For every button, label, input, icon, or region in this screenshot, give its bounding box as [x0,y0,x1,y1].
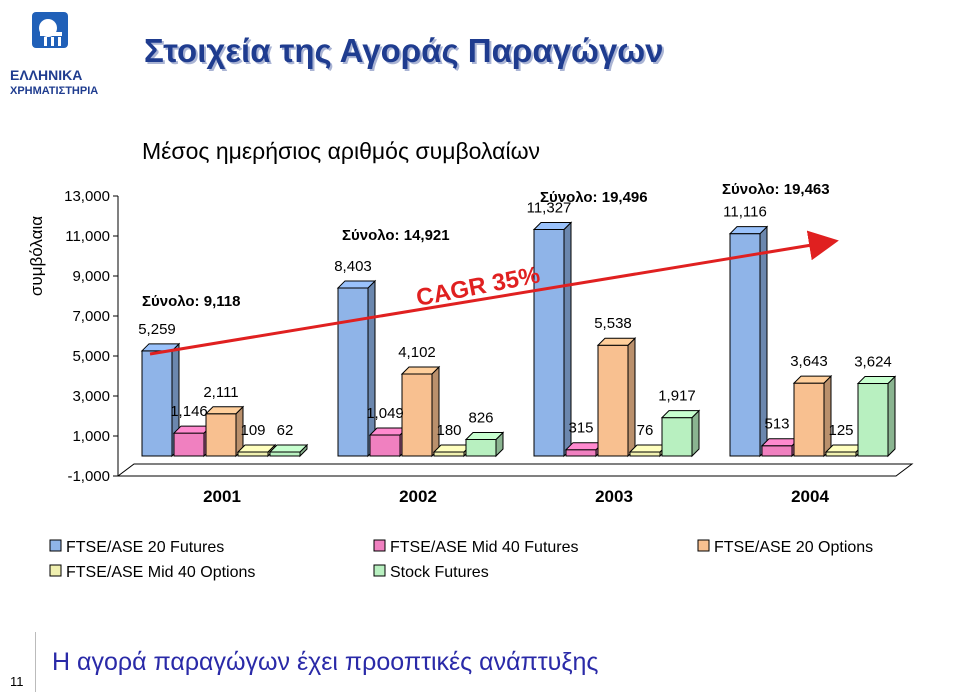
bar-value-label: 180 [436,422,461,439]
page-title: Στοιχεία της Αγοράς Παραγώγων [144,32,664,69]
bar-value-label: 4,102 [398,344,436,361]
category-label: 2002 [399,487,437,506]
bar-value-label: 3,643 [790,353,828,370]
bar [824,443,865,458]
legend-item: FTSE/ASE Mid 40 Options [49,564,255,581]
trend-arrow [149,230,839,356]
y-axis-label: συμβόλαια [27,216,46,296]
y-tick-label: 3,000 [72,388,110,405]
y-tick-label: 5,000 [72,348,110,365]
y-tick-label: 13,000 [64,188,110,205]
category-label: 2003 [595,487,633,506]
bar [268,443,309,458]
y-tick-label: 11,000 [65,228,110,245]
bar [596,337,637,458]
bar [728,225,769,458]
bar-value-label: 62 [277,422,294,439]
bar-value-label: 11,327 [527,199,572,216]
y-tick-label: -1,000 [67,468,110,485]
bar [628,443,669,458]
legend-swatch [49,564,62,577]
bar-value-label: 5,259 [138,321,176,338]
bar-value-label: 513 [764,416,789,433]
bar [140,342,181,458]
bar-value-label: 125 [828,422,853,439]
bar [760,437,801,458]
bar [432,443,473,458]
bar [532,221,573,458]
legend-swatch [373,564,386,577]
legend-swatch [697,539,710,552]
bar-value-label: 1,049 [366,405,404,422]
slide-number: 11 [10,674,24,689]
y-tick-label: 1,000 [72,428,110,445]
legend-label: FTSE/ASE 20 Futures [66,539,224,556]
legend-item: FTSE/ASE Mid 40 Futures [373,539,579,556]
bar [236,443,277,458]
legend-label: Stock Futures [390,564,489,581]
bar-value-label: 826 [468,409,493,426]
chart-title: Μέσος ημερήσιος αριθμός συμβολαίων [142,138,541,164]
bar [400,365,441,458]
chart-floor [116,463,914,477]
bar-value-label: 2,111 [203,384,238,401]
total-label: Σύνολο: 19,463 [722,181,830,198]
logo-line2: ΧΡΗΜΑΤΙΣΤΗΡΙΑ [10,85,98,97]
bar [464,431,505,458]
category-label: 2001 [203,487,241,506]
bar-value-label: 109 [240,422,265,439]
footer-divider [35,632,36,692]
legend-item: FTSE/ASE 20 Options [697,539,873,556]
category-label: 2004 [791,487,829,506]
bar [336,279,377,458]
total-label: Σύνολο: 9,118 [142,293,240,310]
total-label: Σύνολο: 19,496 [540,189,648,206]
exchange-logo-icon: ΕΛΛΗΝΙΚΑ ΧΡΗΜΑΤΙΣΤΗΡΙΑ [10,12,98,97]
bar-chart: συμβόλαια 13,000 11,000 9,000 7,000 5,000 3,0… [27,181,914,581]
bar-value-label: 1,917 [658,388,696,405]
legend-swatch [373,539,386,552]
legend-item: Stock Futures [373,564,489,581]
cagr-annotation: CAGR 35% [414,261,542,311]
legend-item: FTSE/ASE 20 Futures [49,539,224,556]
logo: ΕΛΛΗΝΙΚΑ ΧΡΗΜΑΤΙΣΤΗΡΙΑ [8,8,126,98]
bar-value-label: 3,624 [854,354,892,371]
logo-line1: ΕΛΛΗΝΙΚΑ [10,67,82,83]
legend-label: FTSE/ASE 20 Options [714,539,873,556]
bar [660,409,701,458]
bar-value-label: 11,116 [723,204,767,221]
y-tick-label: 9,000 [72,268,110,285]
bar [204,405,245,458]
bar [564,441,605,458]
footer-text: Η αγορά παραγώγων έχει προοπτικές ανάπτυ… [52,648,599,676]
total-label: Σύνολο: 14,921 [342,227,450,244]
legend-label: FTSE/ASE Mid 40 Options [66,564,255,581]
bar-value-label: 76 [637,422,654,439]
bar-value-label: 315 [568,420,593,437]
bar [368,426,409,458]
legend-label: FTSE/ASE Mid 40 Futures [390,539,579,556]
bar [792,374,833,458]
legend-swatch [49,539,62,552]
bar [172,424,213,458]
bar-value-label: 1,146 [170,403,208,420]
bar-value-label: 8,403 [334,258,372,275]
bar [856,375,897,458]
y-tick-label: 7,000 [72,308,110,325]
bar-value-label: 5,538 [594,315,632,332]
